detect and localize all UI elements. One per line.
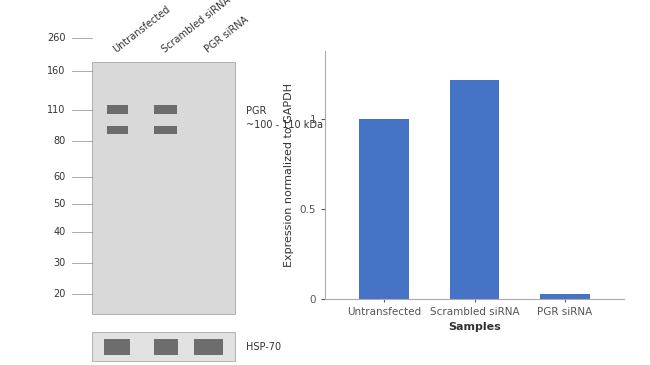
- Text: 50: 50: [53, 199, 66, 210]
- Text: 40: 40: [53, 227, 66, 237]
- Text: HSP-70: HSP-70: [246, 342, 281, 352]
- X-axis label: Samples: Samples: [448, 323, 501, 333]
- Text: 60: 60: [53, 172, 66, 182]
- Bar: [153, 339, 178, 355]
- Text: PGR
~100 - 110 kDa: PGR ~100 - 110 kDa: [246, 106, 323, 130]
- Bar: [540, 294, 590, 299]
- Bar: [92, 332, 235, 361]
- Bar: [154, 105, 177, 114]
- Text: Scrambled siRNA: Scrambled siRNA: [160, 0, 232, 55]
- Bar: [359, 119, 409, 299]
- Text: 20: 20: [53, 289, 66, 299]
- Bar: [194, 339, 223, 355]
- Bar: [107, 126, 127, 134]
- Bar: [92, 62, 235, 314]
- Text: 80: 80: [53, 135, 66, 146]
- Text: Untransfected: Untransfected: [111, 4, 172, 55]
- Text: 260: 260: [47, 33, 66, 43]
- Text: 30: 30: [53, 258, 66, 268]
- Bar: [154, 126, 177, 134]
- Y-axis label: Expression normalized to GAPDH: Expression normalized to GAPDH: [284, 83, 294, 267]
- Bar: [105, 339, 130, 355]
- Bar: [450, 80, 499, 299]
- Text: PGR siRNA: PGR siRNA: [203, 15, 250, 55]
- Bar: [107, 105, 127, 114]
- Text: 110: 110: [47, 104, 66, 115]
- Text: 160: 160: [47, 66, 66, 76]
